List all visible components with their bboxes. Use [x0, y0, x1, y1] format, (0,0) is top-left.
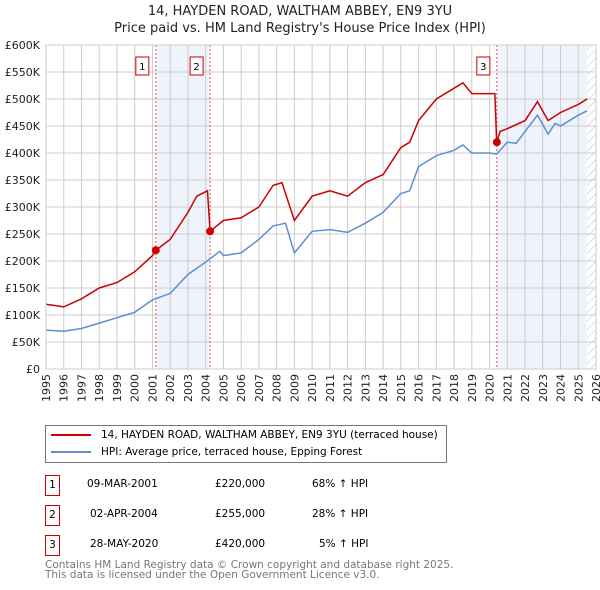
plot-border	[45, 44, 597, 370]
x-tick-label: 1996	[58, 374, 71, 402]
x-tick-label: 2024	[555, 374, 568, 402]
x-tick-label: 2004	[200, 374, 213, 402]
x-tick-label: 2007	[253, 374, 266, 402]
legend-swatch-hpi	[51, 451, 91, 453]
x-tick-label: 2023	[537, 374, 550, 402]
x-tick-label: 2010	[306, 374, 319, 402]
sale-label-box	[135, 56, 150, 76]
x-tick-label: 1995	[40, 374, 53, 402]
x-tick-label: 2018	[448, 374, 461, 402]
footer-line: Contains HM Land Registry data © Crown c…	[45, 559, 454, 571]
y-tick-label: £600K	[5, 39, 41, 52]
sale-hpi: 28% ↑ HPI	[312, 508, 369, 520]
sale-date: 02-APR-2004	[90, 508, 158, 520]
sale-label: 3	[480, 62, 486, 73]
x-tick-label: 2022	[519, 374, 532, 402]
x-tick-label: 2008	[271, 374, 284, 402]
legend-swatch-property	[51, 434, 91, 436]
x-tick-label: 2006	[235, 374, 248, 402]
x-tick-label: 2019	[466, 374, 479, 402]
y-tick-label: £50K	[12, 336, 41, 349]
legend: 14, HAYDEN ROAD, WALTHAM ABBEY, EN9 3YU …	[45, 425, 447, 463]
x-tick-label: 2014	[377, 374, 390, 402]
chart-subtitle: Price paid vs. HM Land Registry's House …	[114, 21, 486, 36]
x-tick-label: 2016	[413, 374, 426, 402]
footer-line: This data is licensed under the Open Gov…	[45, 569, 380, 581]
x-tick-label: 1997	[75, 374, 88, 402]
x-tick-label: 2020	[484, 374, 497, 402]
x-tick-label: 2025	[572, 374, 585, 402]
sale-price: £255,000	[215, 508, 266, 520]
sale-price: £420,000	[215, 538, 266, 550]
y-tick-label: £200K	[5, 255, 41, 268]
sale-marker-box: 3	[45, 535, 60, 556]
x-tick-label: 2000	[129, 374, 142, 402]
sale-hpi: 5% ↑ HPI	[319, 538, 369, 550]
sale-point	[492, 138, 501, 147]
series-line-hpi	[45, 110, 588, 332]
x-tick-label: 1998	[93, 374, 106, 402]
y-tick-label: £400K	[5, 147, 41, 160]
x-tick-label: 2013	[359, 374, 372, 402]
x-tick-label: 2005	[217, 374, 230, 402]
x-tick-label: 2017	[430, 374, 443, 402]
x-tick-label: 2021	[501, 374, 514, 402]
sale-price: £220,000	[215, 478, 266, 490]
y-tick-label: £550K	[5, 66, 41, 79]
plot-area: 1995 1996 1997 1998 1999 2000 2001 2002 2003 2004…	[5, 39, 600, 402]
x-tick-label: 2011	[324, 374, 337, 402]
sale-date: 09-MAR-2001	[87, 478, 158, 490]
footer: Contains HM Land Registry data © Crown c…	[45, 559, 454, 581]
sale-point	[206, 227, 215, 236]
sale-marker-box: 2	[45, 505, 60, 526]
x-tick-label: 2015	[395, 374, 408, 402]
x-tick-label: 2003	[182, 374, 195, 402]
y-tick-label: £350K	[5, 174, 41, 187]
y-tick-label: £150K	[5, 282, 41, 295]
legend-label-property: 14, HAYDEN ROAD, WALTHAM ABBEY, EN9 3YU …	[101, 429, 438, 441]
y-tick-label: £450K	[5, 120, 41, 133]
sale-marker-box: 1	[45, 475, 60, 496]
y-tick-label: £250K	[5, 228, 41, 241]
x-tick-label: 2009	[288, 374, 301, 402]
sale-row: 3 28-MAY-2020 £420,000 5% ↑ HPI	[45, 535, 445, 556]
y-tick-label: £0	[26, 363, 40, 376]
y-tick-label: £300K	[5, 201, 41, 214]
sale-date: 28-MAY-2020	[90, 538, 159, 550]
sale-row: 1 09-MAR-2001 £220,000 68% ↑ HPI	[45, 475, 445, 496]
sale-point	[151, 246, 160, 255]
legend-label-hpi: HPI: Average price, terraced house, Eppi…	[101, 446, 363, 458]
y-tick-label: £500K	[5, 93, 41, 106]
x-tick-label: 2012	[342, 374, 355, 402]
sale-label: 2	[193, 62, 199, 73]
sale-row: 2 02-APR-2004 £255,000 28% ↑ HPI	[45, 505, 445, 526]
y-tick-label: £100K	[5, 309, 41, 322]
x-tick-label: 2026	[590, 374, 600, 402]
sale-label-box	[189, 56, 204, 76]
sale-label: 1	[139, 62, 145, 73]
chart-title: 14, HAYDEN ROAD, WALTHAM ABBEY, EN9 3YU	[147, 4, 453, 19]
sale-hpi: 68% ↑ HPI	[312, 478, 369, 490]
x-tick-label: 2002	[164, 374, 177, 402]
x-tick-label: 2001	[146, 374, 159, 402]
sale-label-box	[476, 56, 491, 76]
x-tick-label: 1999	[111, 374, 124, 402]
